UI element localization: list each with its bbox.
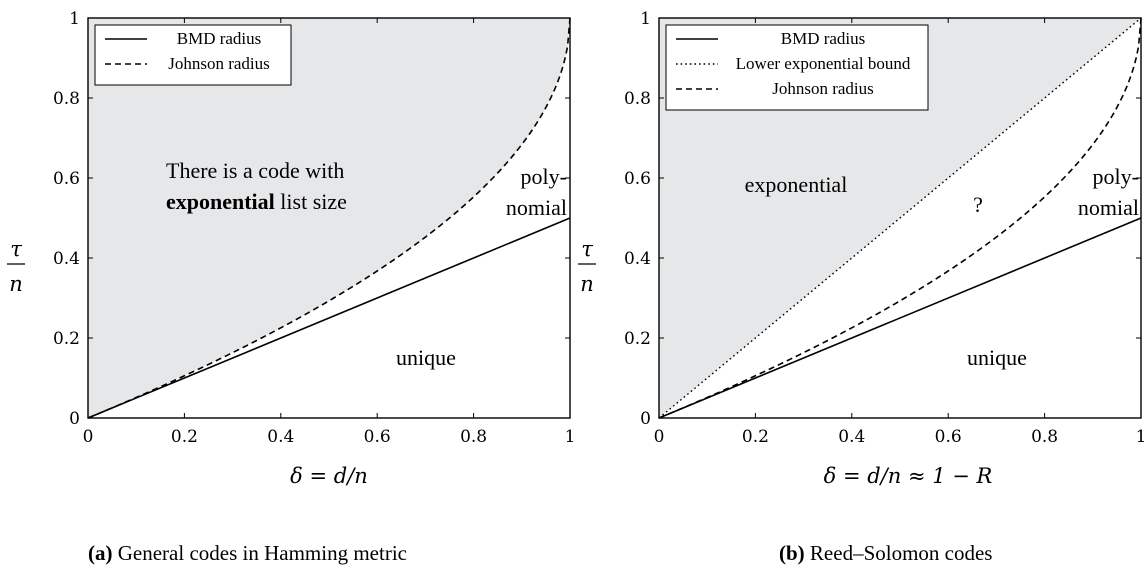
x-axis-label: δ = d/n — [290, 464, 368, 488]
annotation-polynomial-line1: poly- — [1093, 164, 1139, 189]
shaded-exponential-region — [88, 18, 570, 418]
x-axis-label: δ = d/n ≈ 1 − R — [824, 464, 993, 488]
y-axis-label-denominator: n — [9, 272, 23, 296]
annotation-question: ? — [973, 192, 983, 217]
annotation-unique: unique — [396, 345, 456, 370]
x-tick-label: 0.8 — [1031, 427, 1058, 447]
caption-tag: (b) — [779, 541, 810, 565]
y-tick-label: 0.6 — [624, 169, 651, 189]
annotation-exponential-bold: exponential — [166, 189, 275, 214]
legend-entry-label: Lower exponential bound — [736, 54, 911, 73]
y-axis-label-numerator: τ — [581, 237, 593, 261]
axis-frame — [658, 17, 1142, 419]
legend-box — [94, 24, 292, 86]
x-tick-label: 0.4 — [838, 427, 865, 447]
legend-entry-label: Johnson radius — [168, 54, 270, 73]
series-line-lower-exponential-bound — [658, 17, 1142, 419]
legend: BMD radius Lower exponential bound Johnson… — [665, 24, 929, 111]
chart-panel-b: 0 0.2 0.4 0.6 0.8 1 0 0.2 0.4 0.6 0.8 1 δ = d/n ≈ 1 … — [578, 9, 1145, 565]
y-axis-label-numerator: τ — [10, 237, 22, 261]
y-tick-label: 1 — [69, 9, 80, 29]
x-tick-label: 0.4 — [267, 427, 294, 447]
chart-panel-a: 0 0.2 0.4 0.6 0.8 1 0 0.2 0.4 0.6 0.8 1 δ = d/n τn BMD… — [7, 9, 575, 565]
y-tick-label: 0.4 — [53, 249, 80, 269]
annotation-exponential-line2: exponential list size — [166, 189, 347, 214]
y-tick-label: 0 — [69, 409, 80, 429]
x-tick-label: 0.6 — [935, 427, 962, 447]
series-line-bmd-radius — [658, 217, 1142, 419]
legend-entry-label: Johnson radius — [772, 79, 874, 98]
x-tick-label: 1 — [565, 427, 576, 447]
x-tick-label: 0.8 — [460, 427, 487, 447]
annotation-polynomial-line2: nomial — [1078, 195, 1139, 220]
y-axis-label-denominator: n — [580, 272, 594, 296]
annotation-polynomial-line1: poly- — [521, 164, 567, 189]
y-tick-label: 0.6 — [53, 169, 80, 189]
figure-caption: (a) General codes in Hamming metric — [88, 541, 407, 565]
annotation-exponential: exponential — [745, 172, 848, 197]
annotation-polynomial-line2: nomial — [506, 195, 567, 220]
y-tick-label: 0.4 — [624, 249, 651, 269]
series-line-bmd-radius — [87, 217, 571, 419]
y-tick-label: 0.2 — [53, 329, 80, 349]
caption-tag: (a) — [88, 541, 118, 565]
y-tick-label: 0 — [640, 409, 651, 429]
x-tick-label: 0 — [83, 427, 94, 447]
x-tick-label: 0.6 — [364, 427, 391, 447]
y-tick-label: 0.8 — [624, 89, 651, 109]
caption-text: General codes in Hamming metric — [118, 541, 407, 565]
axis-frame — [87, 17, 571, 419]
x-tick-label: 0.2 — [742, 427, 769, 447]
annotation-unique: unique — [967, 345, 1027, 370]
legend-entry-label: BMD radius — [781, 29, 866, 48]
x-tick-label: 0 — [654, 427, 665, 447]
annotation-exponential-rest: list size — [275, 189, 347, 214]
x-tick-label: 1 — [1136, 427, 1145, 447]
annotation-exponential-line1: There is a code with — [166, 158, 344, 183]
caption-text: Reed–Solomon codes — [810, 541, 993, 565]
legend-entry-label: BMD radius — [177, 29, 262, 48]
legend: BMD radius Johnson radius — [94, 24, 292, 86]
y-tick-label: 0.2 — [624, 329, 651, 349]
x-tick-label: 0.2 — [171, 427, 198, 447]
y-tick-label: 0.8 — [53, 89, 80, 109]
figure-caption: (b) Reed–Solomon codes — [779, 541, 992, 565]
y-tick-label: 1 — [640, 9, 651, 29]
